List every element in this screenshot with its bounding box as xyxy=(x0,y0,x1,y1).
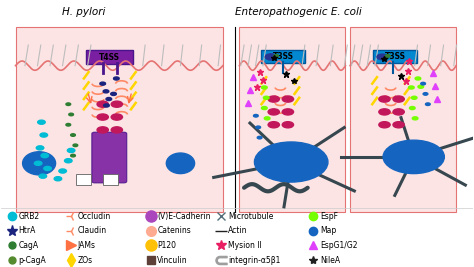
Ellipse shape xyxy=(265,54,277,60)
Circle shape xyxy=(268,96,279,102)
Circle shape xyxy=(97,101,109,107)
Circle shape xyxy=(264,96,269,99)
Text: CagA: CagA xyxy=(18,241,38,250)
Circle shape xyxy=(274,54,278,57)
Circle shape xyxy=(282,122,293,128)
Circle shape xyxy=(54,177,62,181)
Text: Catenins: Catenins xyxy=(157,226,191,235)
Circle shape xyxy=(106,97,112,101)
Circle shape xyxy=(268,122,279,128)
Circle shape xyxy=(393,122,404,128)
Text: H. pylori: H. pylori xyxy=(62,7,106,17)
Text: HtrA: HtrA xyxy=(18,226,36,235)
FancyBboxPatch shape xyxy=(239,27,346,212)
Text: Map: Map xyxy=(320,226,336,235)
Bar xyxy=(103,174,118,185)
Circle shape xyxy=(104,104,109,107)
Circle shape xyxy=(37,120,45,124)
Ellipse shape xyxy=(23,152,55,175)
Text: EspG1/G2: EspG1/G2 xyxy=(320,241,357,250)
Circle shape xyxy=(36,146,44,150)
Circle shape xyxy=(97,114,109,120)
Circle shape xyxy=(423,93,428,95)
Circle shape xyxy=(39,174,46,178)
Circle shape xyxy=(114,77,119,80)
Circle shape xyxy=(409,86,414,89)
Circle shape xyxy=(69,113,73,116)
Ellipse shape xyxy=(377,54,387,60)
Circle shape xyxy=(379,122,390,128)
Circle shape xyxy=(254,115,258,117)
Circle shape xyxy=(44,166,51,171)
Circle shape xyxy=(410,107,415,109)
Text: T3SS: T3SS xyxy=(273,52,294,61)
Text: NileA: NileA xyxy=(320,256,340,265)
Circle shape xyxy=(59,169,66,173)
Circle shape xyxy=(412,117,418,120)
Circle shape xyxy=(262,107,267,109)
Circle shape xyxy=(111,127,122,133)
Circle shape xyxy=(111,92,117,96)
Circle shape xyxy=(268,109,279,115)
Text: Actin: Actin xyxy=(228,226,247,235)
Text: p-CagA: p-CagA xyxy=(18,256,46,265)
Circle shape xyxy=(282,96,293,102)
Text: integrin-α5β1: integrin-α5β1 xyxy=(228,256,281,265)
Text: T3SS: T3SS xyxy=(385,52,406,61)
Circle shape xyxy=(415,77,421,80)
Circle shape xyxy=(418,85,424,88)
Circle shape xyxy=(71,134,75,136)
Text: Microtubule: Microtubule xyxy=(228,211,273,221)
Circle shape xyxy=(426,103,430,105)
Circle shape xyxy=(282,109,293,115)
Circle shape xyxy=(411,96,417,99)
Text: Vinculin: Vinculin xyxy=(157,256,188,265)
Text: Enteropathogenic E. coli: Enteropathogenic E. coli xyxy=(235,7,362,17)
Circle shape xyxy=(111,101,122,107)
Circle shape xyxy=(71,154,75,157)
Circle shape xyxy=(67,148,75,152)
Circle shape xyxy=(262,86,267,89)
FancyBboxPatch shape xyxy=(86,50,133,64)
Circle shape xyxy=(100,82,106,85)
FancyBboxPatch shape xyxy=(92,132,127,183)
Circle shape xyxy=(103,90,109,93)
Text: P120: P120 xyxy=(157,241,176,250)
FancyBboxPatch shape xyxy=(261,50,305,63)
Circle shape xyxy=(379,109,390,115)
Circle shape xyxy=(385,54,390,57)
Text: ZOs: ZOs xyxy=(77,256,92,265)
Circle shape xyxy=(256,126,261,129)
Bar xyxy=(76,174,91,185)
Circle shape xyxy=(379,96,390,102)
Circle shape xyxy=(41,154,48,158)
Ellipse shape xyxy=(166,153,195,174)
Circle shape xyxy=(97,127,109,133)
Circle shape xyxy=(66,123,71,126)
Circle shape xyxy=(421,82,426,85)
Circle shape xyxy=(111,114,122,120)
Text: JAMs: JAMs xyxy=(77,241,95,250)
Circle shape xyxy=(73,144,78,147)
Circle shape xyxy=(393,109,404,115)
FancyBboxPatch shape xyxy=(16,27,223,212)
Text: (V)E-Cadherin: (V)E-Cadherin xyxy=(157,211,211,221)
Circle shape xyxy=(264,117,270,120)
Text: Occludin: Occludin xyxy=(77,211,110,221)
Circle shape xyxy=(66,103,71,105)
Text: T4SS: T4SS xyxy=(99,53,120,62)
Circle shape xyxy=(35,161,42,165)
Text: Mysion II: Mysion II xyxy=(228,241,262,250)
Circle shape xyxy=(257,136,262,139)
Text: Claudin: Claudin xyxy=(77,226,106,235)
FancyBboxPatch shape xyxy=(350,27,456,212)
Circle shape xyxy=(255,142,328,182)
Circle shape xyxy=(383,140,444,174)
Circle shape xyxy=(40,133,47,137)
Circle shape xyxy=(64,159,72,163)
Text: GRB2: GRB2 xyxy=(18,211,39,221)
FancyBboxPatch shape xyxy=(373,50,417,63)
Circle shape xyxy=(393,96,404,102)
Text: EspF: EspF xyxy=(320,211,338,221)
